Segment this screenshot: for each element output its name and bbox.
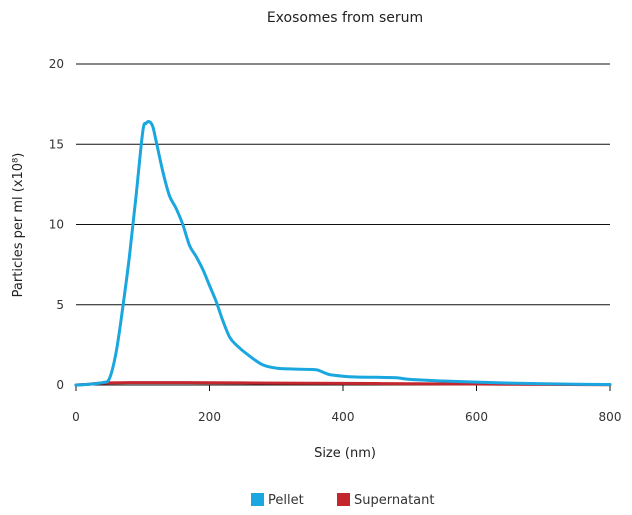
y-tick-label: 20 [49,57,64,71]
x-axis-label: Size (nm) [314,446,376,461]
y-tick-label: 0 [56,378,64,392]
y-tick-label: 5 [56,298,64,312]
legend-label-pellet: Pellet [268,493,304,508]
x-tick-label: 0 [72,410,80,424]
chart-title: Exosomes from serum [267,10,423,26]
x-tick-label: 200 [198,410,221,424]
legend-swatch-supernatant [337,493,350,506]
x-tick-label: 800 [599,410,622,424]
y-tick-labels: 0 5 10 15 20 [49,57,64,392]
x-tick-labels: 0 200 400 600 800 [72,410,621,424]
series-lines [74,120,612,387]
legend-label-supernatant: Supernatant [354,493,434,508]
y-axis-label: Particles per ml (x10⁸) [11,153,26,298]
gridlines [76,63,610,306]
y-tick-label: 15 [49,137,64,151]
x-tick-label: 400 [332,410,355,424]
series-line-pellet [74,120,612,387]
x-tick-label: 600 [465,410,488,424]
x-axis [75,384,611,391]
legend: Pellet Supernatant [251,493,434,508]
legend-swatch-pellet [251,493,264,506]
y-tick-label: 10 [49,218,64,232]
